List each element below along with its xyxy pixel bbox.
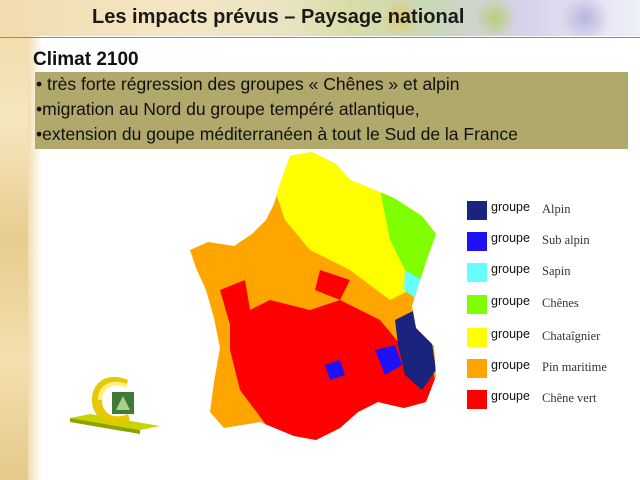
legend-swatch xyxy=(467,201,487,220)
legend-swatch xyxy=(467,359,487,378)
france-vegetation-map xyxy=(190,152,436,440)
title-divider xyxy=(0,37,640,38)
legend-swatch xyxy=(467,390,487,409)
section-title: Climat 2100 xyxy=(33,49,139,70)
slide-title: Les impacts prévus – Paysage national xyxy=(92,6,465,28)
bullet-1: • très forte régression des groupes « Ch… xyxy=(36,74,460,94)
legend-swatch xyxy=(467,232,487,251)
logo-icon xyxy=(70,376,160,434)
parchment-border xyxy=(0,0,28,480)
legend-swatch xyxy=(467,295,487,314)
bullet-2: •migration au Nord du groupe tempéré atl… xyxy=(36,99,420,119)
legend-swatch xyxy=(467,263,487,282)
bullet-box: • très forte régression des groupes « Ch… xyxy=(35,72,628,149)
legend-swatch xyxy=(467,328,487,347)
bullet-3: •extension du goupe méditerranéen à tout… xyxy=(36,124,518,144)
title-banner: Les impacts prévus – Paysage national xyxy=(0,0,640,36)
region-sub-alpin xyxy=(375,345,402,375)
